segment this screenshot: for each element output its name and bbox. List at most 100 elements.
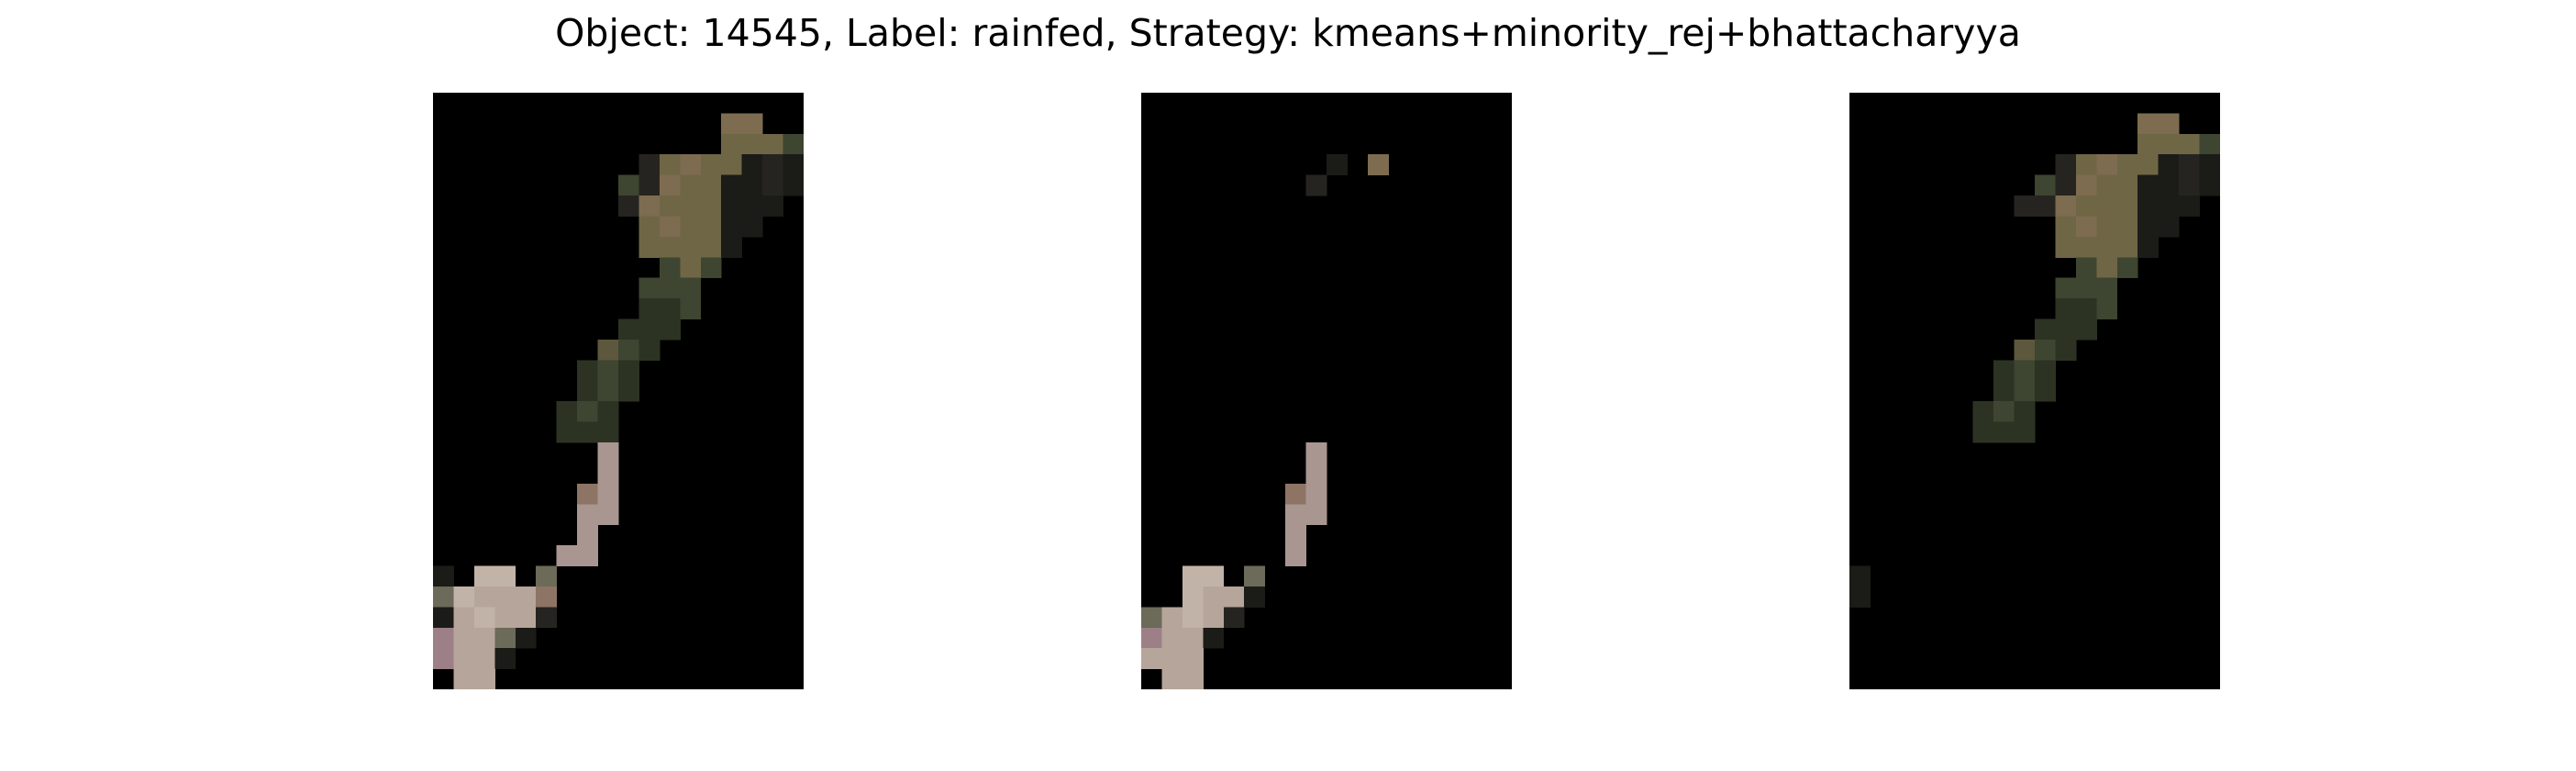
- image-pixel: [494, 627, 516, 649]
- image-pixel: [2116, 236, 2138, 258]
- pixel-grid-2: [1141, 154, 1389, 689]
- image-pixel: [2014, 421, 2036, 443]
- image-pixel: [2096, 196, 2118, 217]
- pixel-grid-3: [1849, 113, 2220, 608]
- image-pixel: [721, 133, 743, 155]
- image-pixel: [618, 360, 639, 382]
- image-pixel: [2158, 113, 2180, 135]
- image-pixel: [1141, 648, 1162, 670]
- image-pixel: [2137, 113, 2160, 135]
- image-pixel: [741, 154, 763, 176]
- image-pixel: [2055, 277, 2077, 299]
- image-pixel: [1305, 463, 1327, 485]
- image-pixel: [1203, 627, 1225, 649]
- image-pixel: [618, 380, 639, 402]
- image-pixel: [597, 339, 619, 361]
- image-pixel: [1223, 607, 1245, 629]
- image-pixel: [783, 154, 804, 176]
- image-pixel: [721, 113, 743, 135]
- image-pixel: [1849, 565, 1871, 587]
- image-pixel: [1244, 586, 1266, 608]
- image-pixel: [700, 196, 722, 217]
- image-pixel: [1972, 401, 1994, 423]
- image-pixel: [2075, 318, 2097, 341]
- image-pixel: [453, 586, 475, 608]
- image-pixel: [638, 318, 661, 341]
- image-pixel: [2055, 318, 2077, 341]
- image-pixel: [1993, 360, 2015, 382]
- image-pixel: [1182, 607, 1204, 629]
- image-pixel: [536, 565, 558, 587]
- image-pixel: [659, 236, 681, 258]
- image-pixel: [556, 545, 578, 566]
- image-pixel: [2158, 154, 2180, 176]
- image-pixel: [453, 627, 475, 649]
- image-pixel: [1367, 154, 1389, 176]
- image-pixel: [2096, 174, 2118, 196]
- image-pixel: [783, 133, 804, 155]
- image-pixel: [638, 216, 661, 238]
- image-pixel: [597, 504, 619, 526]
- image-pixel: [577, 401, 599, 423]
- image-pixel: [659, 216, 681, 238]
- image-pixel: [433, 565, 454, 587]
- image-pixel: [762, 154, 784, 176]
- image-pixel: [1161, 607, 1183, 629]
- image-pixel: [2116, 196, 2138, 217]
- image-pixel: [1182, 627, 1204, 649]
- image-pixel: [515, 627, 537, 649]
- image-pixel: [1141, 607, 1162, 629]
- image-pixel: [1182, 668, 1204, 689]
- image-pixel: [659, 154, 681, 176]
- image-pixel: [2179, 154, 2201, 176]
- image-pixel: [2035, 196, 2056, 217]
- image-pixel: [453, 607, 475, 629]
- image-pixel: [638, 236, 661, 258]
- image-panel-3: [1849, 93, 2220, 689]
- image-pixel: [2137, 216, 2160, 238]
- image-pixel: [473, 607, 495, 629]
- image-pixel: [2075, 216, 2097, 238]
- image-pixel: [2055, 174, 2077, 196]
- image-pixel: [618, 339, 639, 361]
- image-pixel: [2055, 339, 2077, 361]
- image-pixel: [1161, 668, 1183, 689]
- image-pixel: [556, 421, 578, 443]
- image-pixel: [2055, 298, 2077, 319]
- figure-title: Object: 14545, Label: rainfed, Strategy:…: [555, 11, 2021, 55]
- image-pixel: [2096, 277, 2118, 299]
- image-pixel: [2055, 236, 2077, 258]
- image-pixel: [433, 627, 454, 649]
- image-pixel: [2137, 196, 2160, 217]
- image-pixel: [1305, 174, 1327, 196]
- image-pixel: [783, 174, 804, 196]
- image-pixel: [1993, 401, 2015, 423]
- image-pixel: [2158, 133, 2180, 155]
- image-pixel: [762, 196, 784, 217]
- image-pixel: [659, 257, 681, 279]
- image-pixel: [700, 257, 722, 279]
- image-pixel: [721, 154, 743, 176]
- image-pixel: [2199, 133, 2220, 155]
- image-pixel: [762, 174, 784, 196]
- image-pixel: [1972, 421, 1994, 443]
- image-pixel: [638, 196, 661, 217]
- image-pixel: [577, 483, 599, 505]
- image-pixel: [2179, 196, 2201, 217]
- image-pixel: [680, 174, 702, 196]
- image-pixel: [618, 174, 639, 196]
- image-pixel: [2055, 196, 2077, 217]
- image-pixel: [433, 607, 454, 629]
- image-pixel: [1285, 545, 1307, 566]
- image-pixel: [515, 586, 537, 608]
- image-pixel: [1203, 565, 1225, 587]
- image-pixel: [659, 174, 681, 196]
- image-pixel: [2035, 360, 2056, 382]
- image-pixel: [638, 277, 661, 299]
- image-pixel: [2137, 174, 2160, 196]
- image-pixel: [494, 586, 516, 608]
- image-pixel: [680, 298, 702, 319]
- image-pixel: [638, 298, 661, 319]
- image-pixel: [1223, 586, 1245, 608]
- image-pixel: [1141, 627, 1162, 649]
